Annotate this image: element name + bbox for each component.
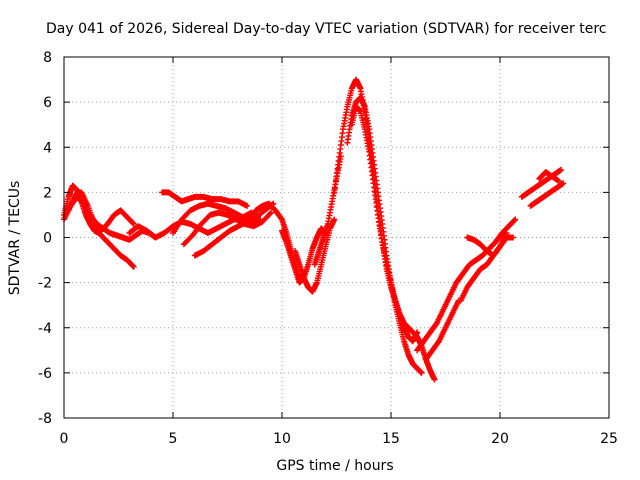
series-track-3 — [65, 189, 137, 234]
point-markers — [180, 209, 275, 248]
series-track-10 — [279, 225, 329, 286]
y-tick-label: -4 — [38, 321, 52, 337]
series-track-19 — [464, 229, 510, 259]
point-markers — [159, 189, 251, 209]
series-track-8 — [180, 209, 275, 248]
series-track-17 — [422, 297, 462, 363]
x-tick-label: 10 — [273, 431, 291, 447]
axis-ticks: 0 5 10 15 20 25 -8 -6 -4 -2 0 2 4 6 8 — [38, 50, 618, 447]
y-tick-label: 0 — [43, 231, 52, 247]
chart-title: Day 041 of 2026, Sidereal Day-to-day VTE… — [46, 21, 606, 37]
x-tick-label: 25 — [600, 431, 618, 447]
point-markers — [464, 229, 510, 259]
series-track-21 — [527, 180, 567, 209]
point-markers — [65, 189, 137, 234]
x-tick-label: 0 — [60, 431, 69, 447]
y-tick-label: 4 — [43, 140, 52, 156]
point-markers — [414, 216, 519, 354]
x-tick-label: 5 — [169, 431, 178, 447]
point-markers — [422, 297, 462, 363]
x-axis-label: GPS time / hours — [276, 458, 393, 474]
series-track-16 — [414, 216, 519, 354]
x-tick-label: 20 — [491, 431, 509, 447]
y-tick-label: 2 — [43, 185, 52, 201]
point-markers — [527, 180, 567, 209]
y-axis-label: SDTVAR / TECUs — [7, 181, 23, 296]
series-track-6 — [159, 189, 251, 209]
x-tick-label: 15 — [382, 431, 400, 447]
y-tick-label: 6 — [43, 95, 52, 111]
data-points — [61, 76, 567, 383]
point-markers — [279, 225, 329, 286]
y-tick-label: -6 — [38, 366, 52, 382]
point-markers — [348, 103, 421, 345]
y-tick-label: -8 — [38, 411, 52, 427]
point-markers — [536, 169, 562, 185]
series-track-11 — [292, 216, 338, 295]
series-track-22 — [536, 169, 562, 185]
series-track-15 — [348, 103, 421, 345]
y-tick-label: -2 — [38, 276, 52, 292]
point-markers — [292, 216, 338, 295]
y-tick-label: 8 — [43, 50, 52, 66]
